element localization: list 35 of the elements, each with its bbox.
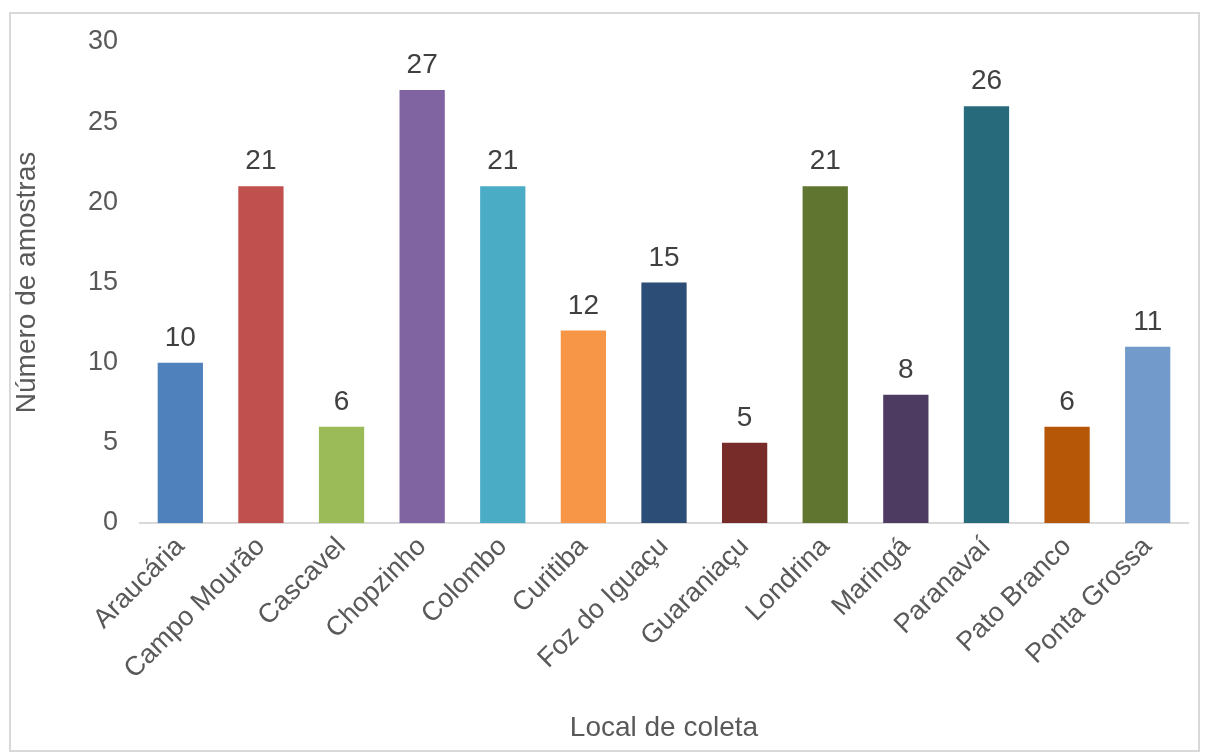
- y-tick-label: 25: [87, 105, 118, 136]
- bar: [1125, 346, 1171, 523]
- data-label: 6: [1059, 384, 1075, 416]
- bar: [721, 442, 768, 523]
- y-tick-label: 5: [102, 426, 118, 457]
- y-tick-label: 15: [87, 265, 118, 296]
- bar: [641, 282, 687, 523]
- data-label: 5: [736, 400, 753, 432]
- data-label: 11: [1133, 304, 1163, 336]
- bar: [238, 186, 284, 523]
- bar: [399, 90, 445, 523]
- data-label: 21: [487, 144, 519, 176]
- data-label: 15: [648, 240, 680, 272]
- y-tick-label: 10: [87, 346, 118, 377]
- data-label: 21: [809, 144, 841, 176]
- bar: [560, 330, 607, 523]
- bar: [963, 106, 1010, 523]
- data-label: 10: [164, 320, 196, 352]
- bar: [157, 362, 203, 523]
- data-label: 6: [333, 384, 350, 416]
- x-axis-title: Local de coleta: [569, 710, 759, 742]
- data-label: 12: [567, 288, 599, 320]
- data-label: 21: [245, 144, 277, 176]
- data-label: 27: [406, 48, 438, 80]
- bar: [1044, 426, 1090, 523]
- y-tick-label: 30: [87, 25, 118, 56]
- bar: [802, 186, 848, 523]
- data-label: 8: [898, 352, 914, 384]
- y-tick-label: 0: [102, 506, 118, 537]
- bar: [883, 394, 929, 523]
- y-axis-title: Número de amostras: [9, 151, 41, 414]
- bar: [480, 186, 526, 523]
- data-label: 26: [970, 64, 1003, 96]
- bar: [318, 426, 365, 523]
- y-tick-label: 20: [87, 185, 118, 216]
